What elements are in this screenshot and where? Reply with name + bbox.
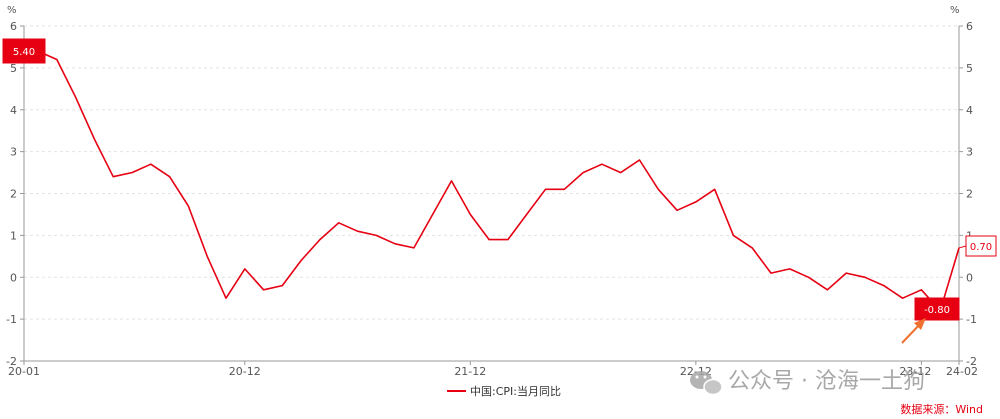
y-tick-label-left: -2 [6, 355, 17, 368]
callout-box [2, 38, 46, 64]
y-tick-label-left: 5 [10, 62, 17, 75]
watermark-text: 公众号 · 沧海一土狗 [728, 369, 925, 394]
y-tick-label-right: 5 [966, 62, 973, 75]
y-tick-label-left: 6 [10, 20, 17, 33]
arrow-head [914, 318, 926, 330]
y-tick-label-right: 3 [966, 146, 973, 159]
x-ticks: 20-01 20-12 21-12 22-12 23-12 24-02 [8, 361, 978, 378]
x-tick-label: 24-02 [946, 365, 978, 378]
y-tick-label-left: 0 [10, 271, 17, 284]
watermark: 公众号 · 沧海一土狗 [690, 369, 925, 396]
gridlines [24, 25, 959, 362]
callout-label: 5.40 [13, 47, 35, 58]
y-tick-label-right: -2 [966, 355, 977, 368]
y-tick-label-right: -1 [966, 313, 977, 326]
x-tick-label: 23-12 [899, 365, 931, 378]
callout-box [914, 297, 960, 321]
wechat-icon [690, 371, 723, 396]
y-tick-label-right: 0 [966, 271, 973, 284]
y-tick-label-right: 2 [966, 188, 973, 201]
y-tick-label-left: 1 [10, 229, 17, 242]
y-tick-label-right: 4 [966, 104, 973, 117]
callout-leader [958, 245, 967, 249]
callout-label: 0.70 [970, 242, 992, 253]
callout-label: -0.80 [924, 305, 950, 316]
series-line-cpi [37, 50, 960, 312]
legend: 中国:CPI:当月同比 [447, 384, 561, 398]
y-tick-label-left: -1 [6, 313, 17, 326]
y-tick-label-left: 4 [10, 104, 17, 117]
legend-label: 中国:CPI:当月同比 [470, 384, 561, 398]
pointer-arrow [901, 318, 926, 344]
y-tick-label-right: 6 [966, 20, 973, 33]
y-unit-right: % [950, 5, 960, 16]
y-tick-label-left: 3 [10, 146, 17, 159]
y-unit-left: % [7, 5, 17, 16]
y-tick-label-left: 2 [10, 188, 17, 201]
value-callouts: 5.40 -0.80 0.70 [2, 38, 997, 321]
x-tick-label: 20-01 [8, 365, 40, 378]
x-tick-label: 21-12 [454, 365, 486, 378]
data-source: 数据来源：Wind [900, 402, 983, 416]
x-tick-label: 20-12 [229, 365, 261, 378]
